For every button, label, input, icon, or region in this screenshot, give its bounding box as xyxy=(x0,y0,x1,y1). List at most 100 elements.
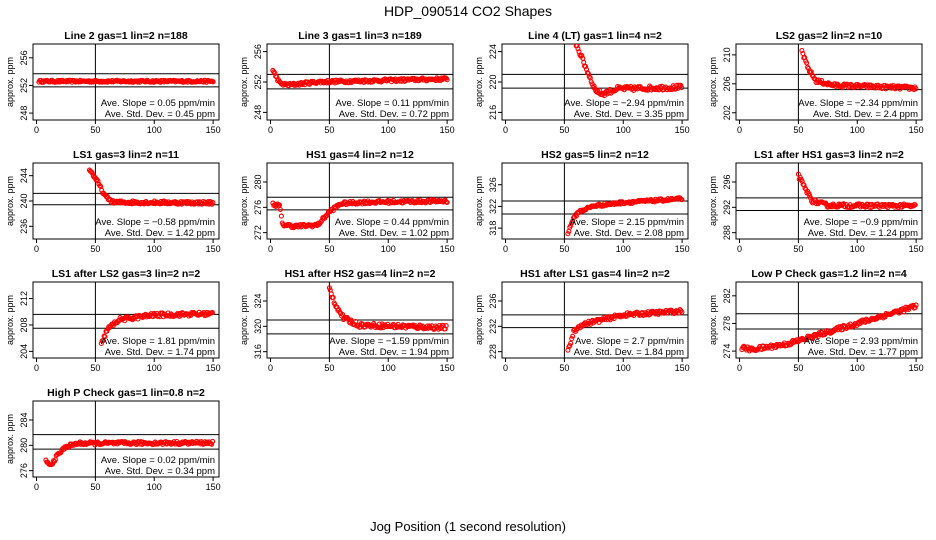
x-tick-label: 150 xyxy=(440,363,455,373)
x-tick-label: 0 xyxy=(34,363,39,373)
x-tick-label: 150 xyxy=(675,244,690,254)
x-tick-label: 0 xyxy=(503,125,508,135)
x-tick-label: 100 xyxy=(616,125,631,135)
panel-frame xyxy=(32,43,220,121)
data-points xyxy=(326,285,449,332)
x-tick-label: 0 xyxy=(268,125,273,135)
x-tick-label: 50 xyxy=(324,244,334,254)
data-points xyxy=(739,302,919,354)
y-axis-label: approx. ppm xyxy=(239,176,249,226)
data-point xyxy=(809,335,816,341)
y-axis-label: approx. ppm xyxy=(239,295,249,345)
stddev-annotation: Ave. Std. Dev. = 0.72 ppm xyxy=(339,109,449,120)
y-tick-label: 280 xyxy=(19,438,29,453)
panel-9: LS1 after LS2 gas=3 lin=2 n=2 0 50 100 150 20… xyxy=(5,268,221,373)
data-point xyxy=(278,213,284,219)
data-point xyxy=(276,202,283,208)
data-points xyxy=(43,438,216,468)
y-tick-label: 208 xyxy=(19,317,29,332)
y-tick-label: 210 xyxy=(722,47,732,62)
panel-title: Line 3 gas=1 lin=3 n=189 xyxy=(298,30,422,42)
x-tick-label: 150 xyxy=(440,125,455,135)
data-points xyxy=(270,67,450,89)
y-tick-label: 326 xyxy=(488,177,498,192)
x-tick-label: 100 xyxy=(381,244,396,254)
stddev-annotation: Ave. Std. Dev. = 2.4 ppm xyxy=(813,109,918,120)
x-tick-label: 0 xyxy=(737,244,742,254)
y-tick-label: 284 xyxy=(19,412,29,427)
x-tick-label: 150 xyxy=(206,482,221,492)
stddev-annotation: Ave. Std. Dev. = 0.45 ppm xyxy=(105,109,215,120)
panel-title: LS1 after LS2 gas=3 lin=2 n=2 xyxy=(52,268,201,280)
data-point xyxy=(865,317,871,323)
y-tick-label: 248 xyxy=(19,106,29,121)
data-point xyxy=(574,44,580,49)
x-tick-label: 150 xyxy=(909,244,924,254)
y-tick-label: 274 xyxy=(722,344,732,359)
y-axis-label: approx. ppm xyxy=(5,176,15,226)
x-tick-label: 0 xyxy=(737,363,742,373)
y-tick-label: 216 xyxy=(488,105,498,120)
x-tick-label: 50 xyxy=(324,125,334,135)
data-point xyxy=(102,334,108,340)
y-tick-label: 320 xyxy=(253,319,263,334)
data-point xyxy=(913,86,919,92)
data-point xyxy=(892,308,898,314)
y-tick-label: 296 xyxy=(722,174,732,189)
data-point xyxy=(443,323,449,329)
panel-5: LS1 gas=3 lin=2 n=11 0 50 100 150 236 240 244 ap… xyxy=(5,149,221,254)
panel-title: Line 4 (LT) gas=1 lin=4 n=2 xyxy=(528,30,662,42)
data-point xyxy=(679,197,685,203)
x-tick-label: 50 xyxy=(90,363,100,373)
data-point xyxy=(210,438,216,444)
panel-1: Line 2 gas=1 lin=2 n=188 0 50 100 150 248 252 2… xyxy=(5,30,221,135)
panel-4: LS2 gas=2 lin=2 n=10 0 50 100 150 202 206 210 ap… xyxy=(708,30,924,135)
slope-annotation: Ave. Slope = 1.81 ppm/min xyxy=(101,336,215,347)
y-tick-label: 280 xyxy=(253,174,263,189)
data-point xyxy=(330,295,336,301)
x-tick-label: 50 xyxy=(559,244,569,254)
y-tick-label: 318 xyxy=(488,221,498,236)
x-tick-label: 100 xyxy=(850,244,865,254)
slope-annotation: Ave. Slope = 2.93 ppm/min xyxy=(804,336,918,347)
x-tick-label: 50 xyxy=(559,125,569,135)
data-point xyxy=(89,170,95,176)
panel-frame xyxy=(735,281,923,359)
data-point xyxy=(679,85,685,91)
data-point xyxy=(421,326,427,332)
y-tick-label: 282 xyxy=(722,288,732,303)
data-point xyxy=(585,71,591,77)
figure-xlabel: Jog Position (1 second resolution) xyxy=(370,519,566,534)
data-point xyxy=(209,310,215,316)
stddev-annotation: Ave. Std. Dev. = 3.35 ppm xyxy=(574,109,684,120)
data-point xyxy=(164,313,170,319)
data-point xyxy=(913,302,919,308)
data-point xyxy=(567,343,573,349)
x-tick-label: 0 xyxy=(268,244,273,254)
y-tick-label: 256 xyxy=(19,50,29,65)
x-tick-label: 150 xyxy=(206,244,221,254)
data-point xyxy=(155,313,161,320)
y-axis-label: approx. ppm xyxy=(474,57,484,107)
data-points xyxy=(565,306,685,353)
panel-12: Low P Check gas=1.2 lin=2 n=4 0 50 100 150 27… xyxy=(708,268,924,373)
stddev-annotation: Ave. Std. Dev. = 1.42 ppm xyxy=(105,228,215,239)
data-point xyxy=(583,63,589,70)
data-point xyxy=(912,202,918,208)
data-points xyxy=(36,77,216,85)
data-point xyxy=(799,47,805,54)
slope-annotation: Ave. Slope = 0.11 ppm/min xyxy=(336,98,449,109)
data-point xyxy=(97,183,103,189)
y-tick-label: 324 xyxy=(253,293,263,308)
x-tick-label: 100 xyxy=(850,363,865,373)
y-tick-label: 278 xyxy=(722,316,732,331)
y-tick-label: 256 xyxy=(253,44,263,59)
data-point xyxy=(340,311,346,317)
y-tick-label: 228 xyxy=(488,344,498,359)
data-point xyxy=(345,316,351,322)
data-point xyxy=(912,305,918,311)
data-point xyxy=(210,200,216,206)
stddev-annotation: Ave. Std. Dev. = 1.24 ppm xyxy=(808,228,918,239)
y-axis-label: approx. ppm xyxy=(474,295,484,345)
